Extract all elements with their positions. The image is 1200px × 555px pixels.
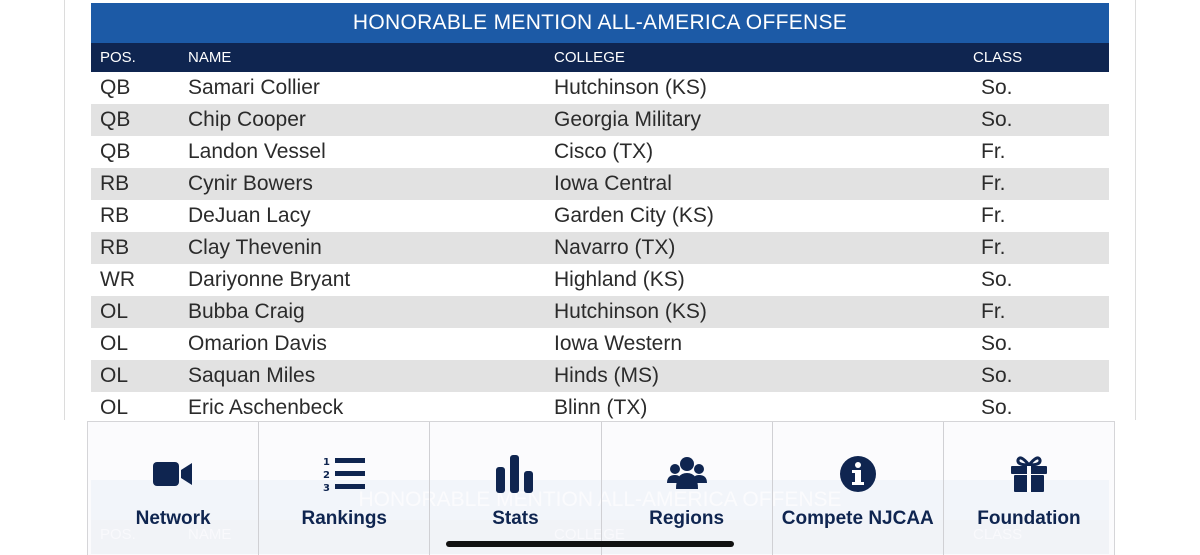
table-row: QB Samari Collier Hutchinson (KS) So. <box>91 72 1109 104</box>
cell-class: So. <box>981 108 1013 131</box>
nav-label: Foundation <box>977 508 1081 529</box>
nav-item-compete-njcaa[interactable]: Compete NJCAA <box>773 422 944 555</box>
table-row: QB Landon Vessel Cisco (TX) Fr. <box>91 136 1109 168</box>
nav-item-rankings[interactable]: 1 2 3 Rankings <box>259 422 431 555</box>
cell-class: Fr. <box>981 300 1006 323</box>
nav-label: Rankings <box>301 508 388 529</box>
nav-item-foundation[interactable]: Foundation <box>944 422 1114 555</box>
header-college: COLLEGE <box>554 49 625 66</box>
cell-pos: OL <box>100 300 129 323</box>
table-row: OL Omarion Davis Iowa Western So. <box>91 328 1109 360</box>
cell-pos: RB <box>100 172 130 195</box>
cell-college: Iowa Western <box>554 332 682 355</box>
table-body: QB Samari Collier Hutchinson (KS) So. QB… <box>91 72 1109 424</box>
cell-name: Landon Vessel <box>188 140 326 163</box>
header-pos: POS. <box>100 49 136 66</box>
cell-class: So. <box>981 364 1013 387</box>
table-header-row: POS. NAME COLLEGE CLASS <box>91 43 1109 72</box>
table-row: WR Dariyonne Bryant Highland (KS) So. <box>91 264 1109 296</box>
table-row: RB DeJuan Lacy Garden City (KS) Fr. <box>91 200 1109 232</box>
home-indicator[interactable] <box>446 541 734 547</box>
nav-item-network[interactable]: Network <box>88 422 260 555</box>
nav-item-stats[interactable]: Stats <box>430 422 602 555</box>
header-name: NAME <box>188 49 232 66</box>
cell-name: Omarion Davis <box>188 332 327 355</box>
video-camera-icon <box>153 454 193 494</box>
cell-name: Clay Thevenin <box>188 236 322 259</box>
gift-icon <box>1010 454 1048 494</box>
cell-pos: RB <box>100 236 130 259</box>
cell-pos: WR <box>100 268 135 291</box>
table-row: OL Bubba Craig Hutchinson (KS) Fr. <box>91 296 1109 328</box>
svg-text:1: 1 <box>323 457 330 468</box>
users-group-icon <box>666 454 707 494</box>
cell-class: Fr. <box>981 236 1006 259</box>
numbered-list-icon: 1 2 3 <box>323 454 366 494</box>
cell-name: Cynir Bowers <box>188 172 313 195</box>
nav-item-regions[interactable]: Regions <box>602 422 773 555</box>
table-row: OL Saquan Miles Hinds (MS) So. <box>91 360 1109 392</box>
cell-pos: OL <box>100 396 129 419</box>
cell-name: Saquan Miles <box>188 364 316 387</box>
cell-class: So. <box>981 396 1013 419</box>
cell-class: Fr. <box>981 204 1006 227</box>
info-circle-icon <box>839 454 877 494</box>
cell-pos: OL <box>100 332 129 355</box>
svg-text:3: 3 <box>323 483 330 493</box>
table-row: QB Chip Cooper Georgia Military So. <box>91 104 1109 136</box>
nav-label: Stats <box>492 508 539 529</box>
cell-class: So. <box>981 268 1013 291</box>
cell-pos: RB <box>100 204 130 227</box>
cell-name: Dariyonne Bryant <box>188 268 351 291</box>
svg-text:2: 2 <box>323 470 330 481</box>
cell-college: Hutchinson (KS) <box>554 76 707 99</box>
cell-name: Samari Collier <box>188 76 320 99</box>
table-row: RB Cynir Bowers Iowa Central Fr. <box>91 168 1109 200</box>
cell-college: Navarro (TX) <box>554 236 676 259</box>
table-row: RB Clay Thevenin Navarro (TX) Fr. <box>91 232 1109 264</box>
cell-class: Fr. <box>981 140 1006 163</box>
cell-class: So. <box>981 332 1013 355</box>
nav-label: Compete NJCAA <box>781 508 934 529</box>
cell-college: Hutchinson (KS) <box>554 300 707 323</box>
cell-name: Bubba Craig <box>188 300 305 323</box>
cell-college: Iowa Central <box>554 172 672 195</box>
cell-class: Fr. <box>981 172 1006 195</box>
cell-name: Chip Cooper <box>188 108 306 131</box>
cell-college: Hinds (MS) <box>554 364 660 387</box>
cell-college: Georgia Military <box>554 108 702 131</box>
cell-class: So. <box>981 76 1013 99</box>
bar-chart-icon <box>495 454 535 494</box>
cell-pos: OL <box>100 364 129 387</box>
nav-label: Regions <box>649 508 725 529</box>
cell-name: DeJuan Lacy <box>188 204 311 227</box>
cell-pos: QB <box>100 76 131 99</box>
table-row: OL Eric Aschenbeck Blinn (TX) So. <box>91 392 1109 424</box>
cell-college: Garden City (KS) <box>554 204 714 227</box>
table-title: HONORABLE MENTION ALL-AMERICA OFFENSE <box>91 3 1109 43</box>
cell-pos: QB <box>100 140 131 163</box>
cell-college: Highland (KS) <box>554 268 685 291</box>
cell-college: Blinn (TX) <box>554 396 648 419</box>
nav-label: Network <box>135 508 211 529</box>
bottom-nav: Network 1 2 3 Rankings Stats <box>87 421 1115 555</box>
cell-college: Cisco (TX) <box>554 140 654 163</box>
header-class: CLASS <box>973 49 1023 66</box>
cell-name: Eric Aschenbeck <box>188 396 344 419</box>
cell-pos: QB <box>100 108 131 131</box>
